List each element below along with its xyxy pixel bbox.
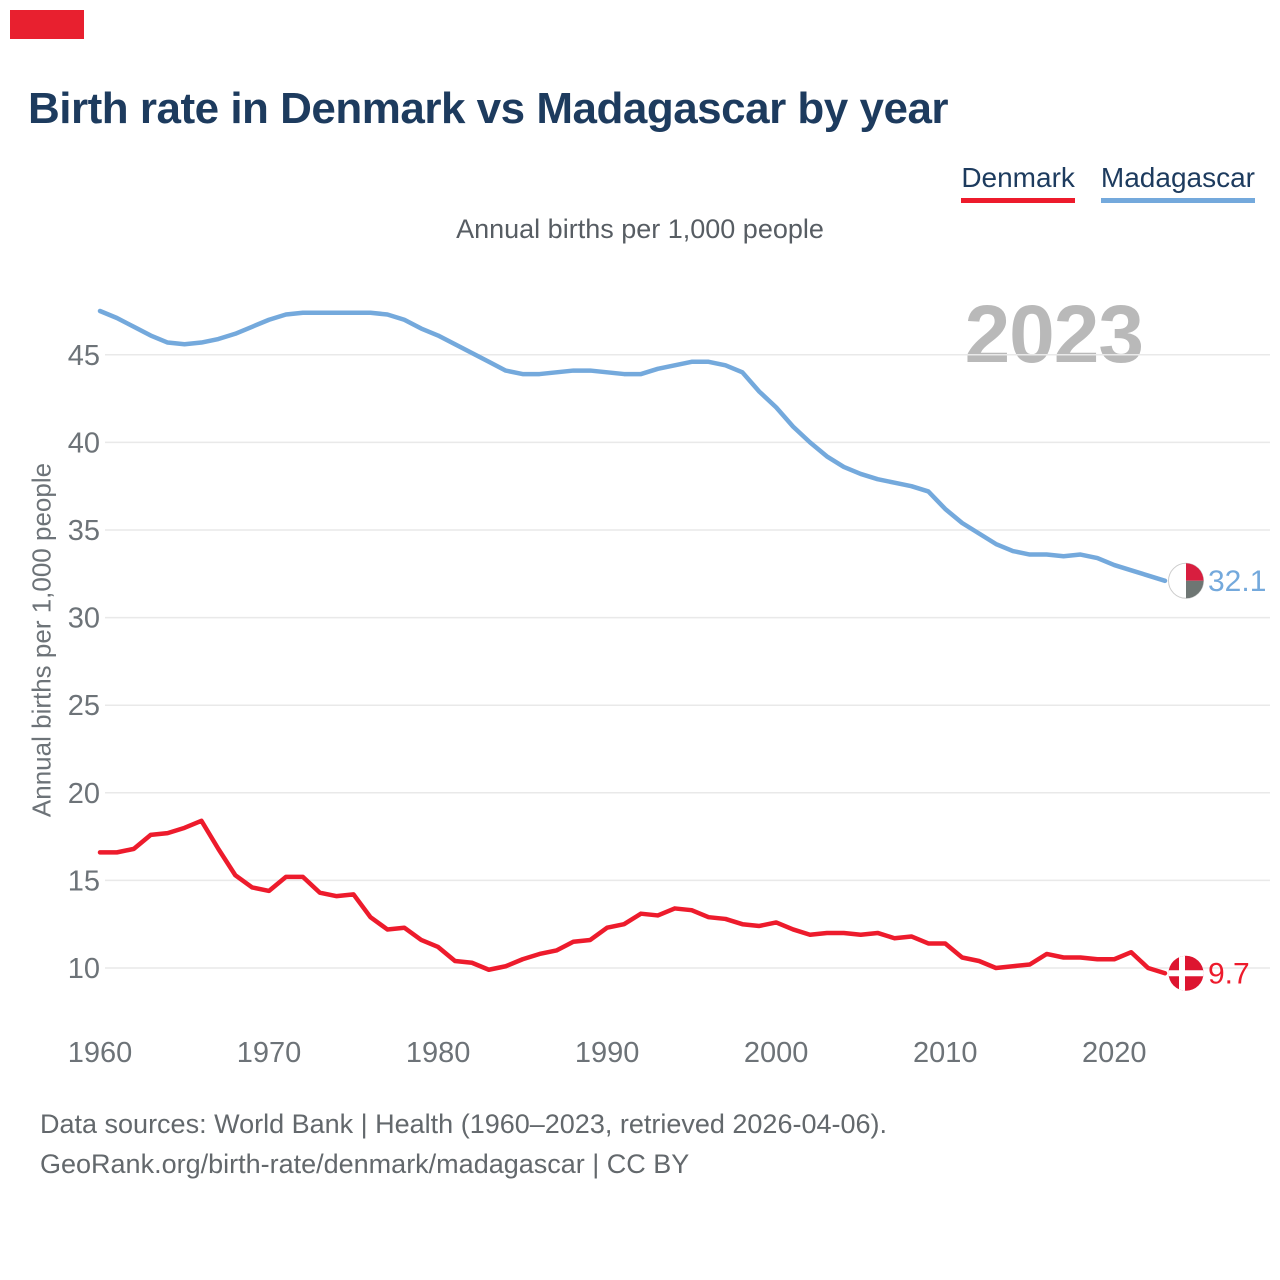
footer: Data sources: World Bank | Health (1960–…: [40, 1104, 887, 1184]
x-tick-label: 1960: [68, 1037, 133, 1069]
y-tick-label: 20: [68, 778, 100, 810]
legend-item-denmark[interactable]: Denmark: [961, 162, 1075, 203]
year-watermark: 2023: [964, 289, 1144, 380]
y-tick-label: 30: [68, 603, 100, 635]
legend: Denmark Madagascar: [961, 162, 1255, 203]
y-tick-label: 25: [68, 690, 100, 722]
x-tick-label: 2010: [913, 1037, 978, 1069]
x-tick-label: 2020: [1082, 1037, 1147, 1069]
y-tick-label: 35: [68, 515, 100, 547]
denmark-line: [97, 818, 1168, 976]
x-tick-label: 1970: [237, 1037, 302, 1069]
y-tick-label: 10: [68, 953, 100, 985]
red-progress-bar: [10, 10, 84, 39]
y-tick-label: 15: [68, 865, 100, 897]
x-tick-label: 2000: [744, 1037, 809, 1069]
x-tick-label: 1980: [406, 1037, 471, 1069]
footer-sources-line: Data sources: World Bank | Health (1960–…: [40, 1109, 887, 1139]
legend-item-madagascar[interactable]: Madagascar: [1100, 162, 1255, 203]
madagascar-end-value-label: 32.1: [1208, 565, 1266, 598]
denmark-flag-marker: [1168, 955, 1204, 991]
madagascar-flag-marker: [1168, 562, 1204, 599]
chart-subtitle: Annual births per 1,000 people: [456, 214, 824, 244]
madagascar-line: [97, 308, 1168, 584]
footer-url-line: GeoRank.org/birth-rate/denmark/madagasca…: [40, 1149, 690, 1179]
chart-title: Birth rate in Denmark vs Madagascar by y…: [28, 84, 949, 133]
y-tick-label: 40: [68, 427, 100, 459]
y-tick-label: 45: [68, 340, 100, 372]
denmark-end-value-label: 9.7: [1208, 957, 1250, 990]
x-tick-label: 1990: [575, 1037, 640, 1069]
